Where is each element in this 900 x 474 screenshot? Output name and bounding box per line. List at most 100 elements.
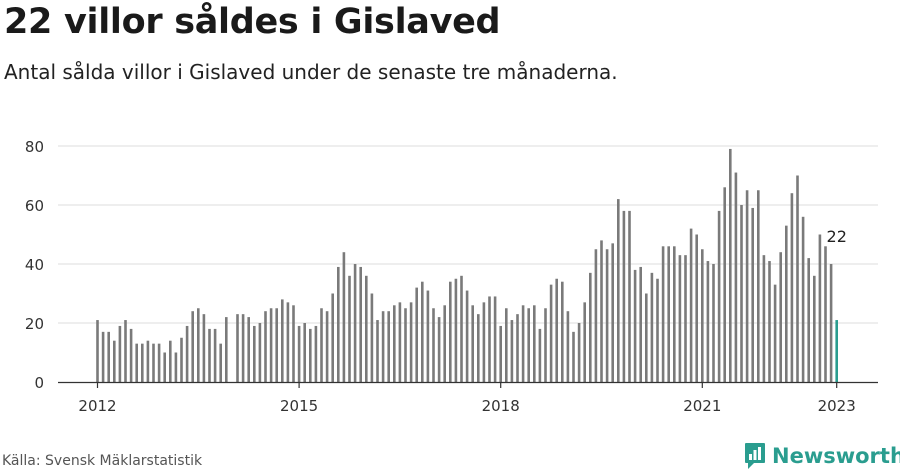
bar: [152, 343, 155, 382]
bar: [745, 190, 749, 382]
y-tick-label: 40: [25, 256, 44, 274]
bar: [180, 337, 183, 382]
bar: [404, 308, 407, 382]
bar: [325, 311, 329, 382]
bar: [813, 275, 816, 382]
bar: [689, 228, 693, 382]
bar: [437, 317, 441, 382]
bar: [583, 302, 586, 382]
y-tick-label: 20: [25, 315, 44, 333]
bar: [118, 325, 122, 382]
bar: [499, 325, 502, 382]
bar: [684, 255, 687, 382]
bar: [773, 284, 777, 382]
bar: [101, 331, 105, 382]
brand-name: Newsworthy: [772, 444, 900, 468]
bar: [275, 308, 278, 382]
bar: [169, 340, 172, 382]
bar: [269, 308, 273, 382]
bar: [185, 325, 189, 382]
bar: [225, 317, 228, 382]
bar: [258, 323, 262, 382]
bar: [661, 246, 665, 382]
bar: [208, 328, 211, 382]
bar: [107, 331, 110, 382]
bar: [163, 352, 166, 382]
bar: [337, 266, 340, 382]
bar: [829, 264, 833, 382]
bar: [678, 255, 682, 382]
bar: [415, 287, 418, 382]
bar: [129, 328, 133, 382]
bar: [757, 190, 760, 382]
bar: [482, 302, 486, 382]
bar: [790, 193, 794, 382]
bar: [762, 255, 766, 382]
bar: [303, 323, 306, 382]
bar: [701, 249, 704, 382]
x-axis: 2012 2015 2018 2021 2023: [58, 381, 878, 415]
bar: [779, 252, 782, 382]
bar: [449, 281, 452, 382]
bar: [286, 302, 290, 382]
y-tick-label: 80: [25, 138, 44, 156]
bar: [454, 278, 458, 382]
bar: [314, 325, 318, 382]
bar: [628, 210, 631, 382]
bar: [292, 305, 295, 382]
bar: [796, 175, 799, 382]
bar: [191, 311, 194, 382]
bar: [359, 266, 362, 382]
bar: [213, 328, 217, 382]
bar: [801, 216, 805, 382]
x-tick-label: 2018: [482, 397, 520, 415]
bar: [577, 323, 581, 382]
bar: [807, 258, 810, 382]
bar: [113, 340, 116, 382]
bar: [605, 249, 609, 382]
bar: [633, 269, 637, 382]
bar: [376, 320, 379, 382]
bar: [135, 343, 138, 382]
newsworthy-logo-icon: [745, 443, 765, 469]
bar: [493, 296, 497, 382]
bar: [544, 308, 547, 382]
bar: [281, 299, 284, 382]
bar: [712, 264, 715, 382]
bar: [717, 210, 721, 382]
y-tick-label: 0: [34, 374, 44, 392]
bar: [387, 311, 390, 382]
bar: [533, 305, 536, 382]
bar: [241, 314, 245, 382]
x-tick-label: 2023: [818, 397, 856, 415]
bar: [645, 293, 648, 382]
bar: [320, 308, 323, 382]
x-tick-label: 2021: [683, 397, 721, 415]
page-title: 22 villor såldes i Gislaved: [4, 2, 501, 42]
bar: [219, 343, 222, 382]
page-subtitle: Antal sålda villor i Gislaved under de s…: [4, 60, 618, 84]
bar: [527, 308, 530, 382]
bar: [477, 314, 480, 382]
bar: [695, 234, 698, 382]
bar: [611, 243, 614, 382]
bar: [426, 290, 430, 382]
bar: [353, 264, 357, 382]
bar: [785, 225, 788, 382]
y-tick-label: 60: [25, 197, 44, 215]
bar: [348, 275, 351, 382]
bar: [331, 293, 334, 382]
bar: [723, 187, 726, 382]
bar: [751, 207, 754, 382]
bar: [566, 311, 570, 382]
bar: [505, 308, 508, 382]
bar: [409, 302, 413, 382]
bar: [264, 311, 267, 382]
bar: [370, 293, 374, 382]
bar: [488, 296, 491, 382]
x-tick-label: 2012: [78, 397, 116, 415]
brand-logo[interactable]: Newsworthy: [744, 442, 900, 470]
bar: [398, 302, 402, 382]
bar: [617, 199, 620, 382]
bar: [538, 328, 542, 382]
